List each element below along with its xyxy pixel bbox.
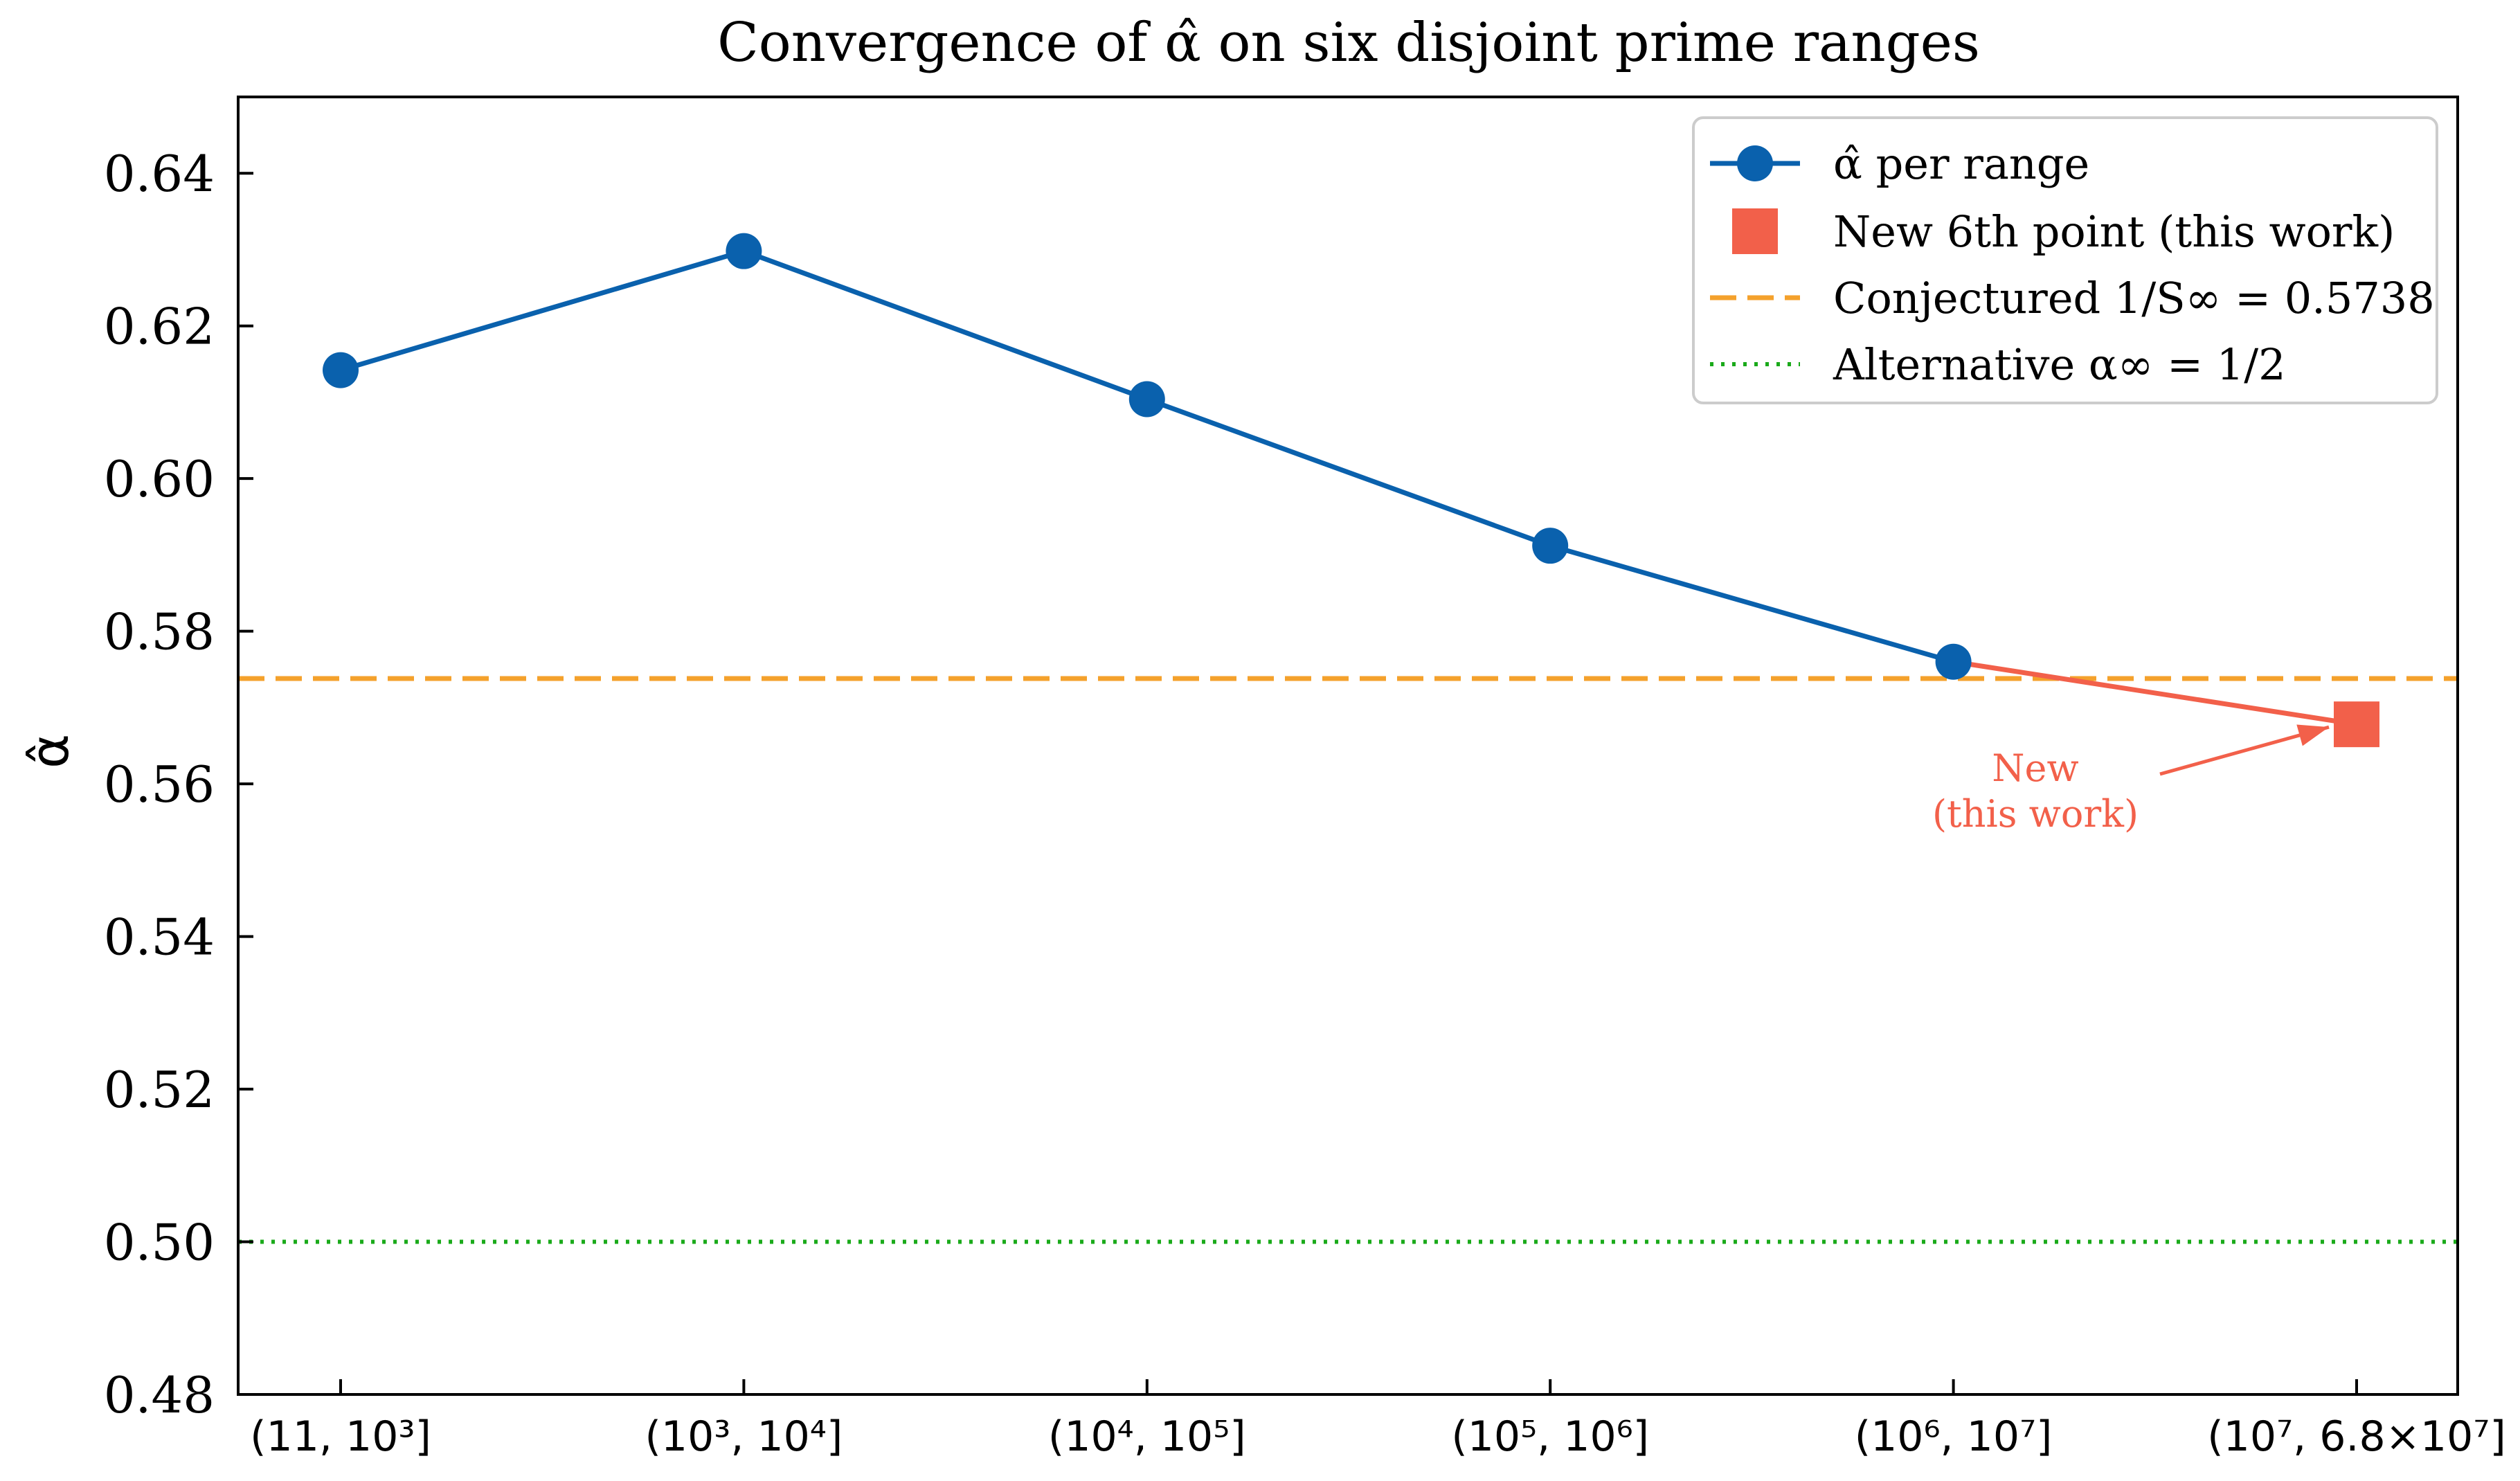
y-axis-ticks: 0.48 0.50 0.52 0.54 0.56 0.58 0.60 0.62 0.64 (104, 145, 253, 1424)
annotation-arrow-head (2296, 724, 2329, 746)
y-tick-label: 0.54 (104, 908, 215, 967)
chart-title: Convergence of α̂ on six disjoint prime … (717, 12, 1980, 74)
x-tick-label: (10⁷, 6.8×10⁷] (2207, 1412, 2505, 1461)
annotation: New(this work) (1932, 724, 2330, 836)
data-point (1128, 381, 1165, 418)
data-point (1935, 643, 1972, 680)
y-tick-label: 0.60 (104, 450, 215, 508)
data-point (323, 352, 359, 388)
x-tick-label: (10⁴, 10⁵] (1048, 1412, 1246, 1461)
series-line (1953, 659, 2357, 727)
x-tick-label: (10⁶, 10⁷] (1855, 1412, 2053, 1461)
legend-label: Alternative α∞ = 1/2 (1833, 339, 2286, 390)
y-tick-label: 0.64 (104, 145, 215, 203)
y-axis-label: α̂ (19, 734, 80, 769)
legend-label: α̂ per range (1833, 138, 2089, 189)
x-tick-label: (11, 10³] (250, 1412, 431, 1461)
data-point (2334, 701, 2379, 748)
legend-swatch-marker (1732, 208, 1778, 254)
y-tick-label: 0.50 (104, 1214, 215, 1272)
reference-lines (238, 676, 2458, 1244)
x-tick-label: (10⁵, 10⁶] (1451, 1412, 1649, 1461)
x-tick-label: (10³, 10⁴] (645, 1412, 843, 1461)
legend-swatch-marker (1737, 145, 1773, 181)
x-axis-ticks: (11, 10³] (10³, 10⁴] (10⁴, 10⁵] (10⁵, 10⁶] (… (250, 1379, 2506, 1461)
y-tick-label: 0.58 (104, 603, 215, 661)
legend-label: Conjectured 1/S∞ = 0.5738 (1833, 273, 2435, 323)
data-point (726, 233, 762, 269)
y-tick-label: 0.48 (104, 1366, 215, 1424)
legend: α̂ per range New 6th point (this work) Con… (1692, 116, 2438, 404)
plot-frame (237, 96, 2459, 1396)
data-point (1532, 528, 1569, 564)
y-tick-label: 0.62 (104, 298, 215, 356)
annotation-line: (this work) (1932, 792, 2139, 836)
legend-label: New 6th point (this work) (1833, 206, 2395, 257)
y-tick-label: 0.52 (104, 1061, 215, 1119)
data-markers (323, 233, 2379, 748)
legend-box (1692, 116, 2438, 404)
y-tick-label: 0.56 (104, 755, 215, 814)
annotation-line: New (1992, 746, 2078, 790)
